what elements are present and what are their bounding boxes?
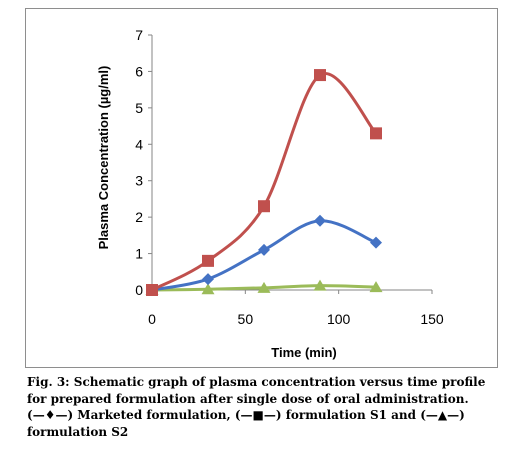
series-triangle (145, 279, 383, 295)
y-tick-label: 3 (135, 173, 143, 189)
caption-line-1: Fig. 3: Schematic graph of plasma concen… (27, 375, 486, 389)
caption-close-text: ) (459, 408, 465, 422)
y-tick-label: 2 (135, 209, 143, 225)
y-tick-label: 1 (135, 246, 143, 262)
caption-paren: ( (27, 408, 33, 422)
series-line-square (150, 72, 378, 292)
data-point-diamond (370, 236, 382, 249)
line-chart: 0 1 2 3 4 5 6 7 0 50 100 150 Time (min) Plasma Conc… (96, 27, 444, 360)
chart-axes: 0 1 2 3 4 5 6 7 0 50 100 150 (135, 27, 444, 327)
data-point-diamond (314, 214, 326, 227)
x-tick-label: 100 (327, 311, 351, 327)
series-square (146, 69, 382, 296)
x-axis-title: Time (min) (271, 345, 337, 360)
y-tick-label: 0 (135, 282, 143, 298)
data-point-square (202, 254, 214, 267)
y-tick-label: 7 (135, 27, 143, 43)
chart-series-layer (145, 69, 383, 296)
chart-frame (25, 8, 498, 368)
data-point-square (314, 69, 326, 82)
data-point-triangle (313, 279, 327, 291)
data-point-triangle (257, 281, 271, 293)
diamond-series-symbol: —♦— (32, 408, 68, 422)
data-point-diamond (202, 273, 214, 286)
caption-s1-text: ) formulation S1 and ( (275, 408, 426, 422)
caption-line-4: formulation S2 (27, 424, 129, 439)
x-tick-label: 150 (420, 311, 444, 327)
caption-marketed-text: ) Marketed formulation, ( (67, 408, 241, 422)
y-axis-title: Plasma Concentration (µg/ml) (96, 66, 111, 250)
caption-line-2: for prepared formulation after single do… (27, 391, 469, 406)
y-tick-label: 5 (135, 100, 143, 116)
figure-caption: Fig. 3: Schematic graph of plasma concen… (27, 374, 507, 440)
x-tick-label: 50 (238, 311, 254, 327)
data-point-square (146, 284, 158, 296)
data-point-square (258, 200, 270, 213)
data-point-diamond (258, 243, 270, 256)
data-point-triangle (369, 281, 383, 293)
x-tick-label: 0 (148, 311, 156, 327)
square-series-symbol: —■— (240, 408, 276, 422)
triangle-series-symbol: —▲— (425, 408, 460, 422)
data-point-triangle (201, 283, 215, 295)
caption-line-3: (—♦—) Marketed formulation, (—■—) formul… (27, 407, 507, 424)
data-point-square (370, 127, 382, 140)
y-tick-label: 6 (135, 63, 143, 79)
y-tick-label: 4 (135, 136, 143, 152)
